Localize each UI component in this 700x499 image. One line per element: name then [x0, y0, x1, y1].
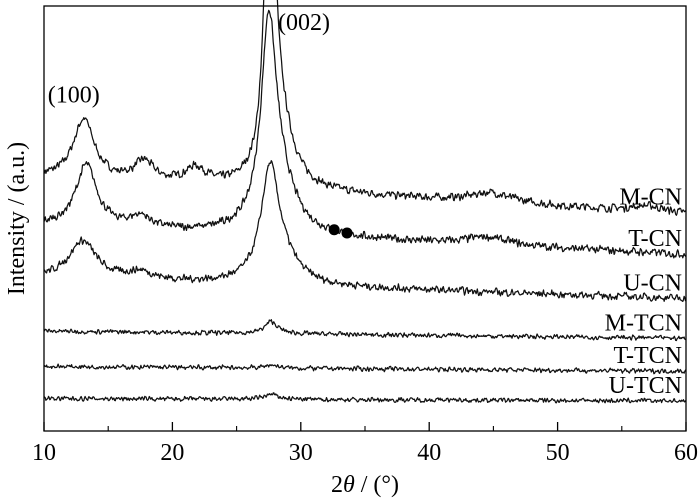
x-tick-label: 10: [32, 440, 56, 466]
x-axis-label: 2θ / (°): [331, 472, 399, 498]
x-tick-label: 50: [546, 440, 570, 466]
series-line-t-cn: [43, 9, 687, 259]
peak-label-002: (002): [278, 10, 330, 36]
series-label: M-CN: [619, 185, 682, 211]
series-label: U-TCN: [609, 373, 682, 399]
series-line-u-tcn: [43, 392, 687, 404]
series-traces: [43, 0, 687, 404]
series-line-m-cn: [43, 0, 687, 216]
series-labels: M-CN T-CN U-CN M-TCN T-TCN U-TCN: [605, 185, 682, 399]
series-line-t-tcn: [43, 363, 687, 375]
x-tick-label: 60: [674, 440, 698, 466]
x-tick-label: 20: [160, 440, 184, 466]
peak-annotations: (002) (100): [48, 10, 330, 108]
series-label: U-CN: [623, 270, 682, 296]
x-axis-label-prefix: 2: [331, 472, 343, 498]
x-tick-label: 40: [417, 440, 441, 466]
y-axis-label: Intensity / (a.u.): [4, 142, 30, 295]
x-axis-label-unit: / (°): [355, 472, 399, 498]
series-line-m-tcn: [43, 319, 687, 342]
series-label: T-CN: [628, 226, 682, 252]
series-line-u-cn: [43, 160, 687, 303]
x-tick-label: 30: [289, 440, 313, 466]
impurity-marker: [328, 224, 340, 236]
peak-label-100: (100): [48, 82, 100, 108]
impurity-marker: [341, 227, 353, 239]
impurity-markers: [328, 224, 353, 239]
series-label: T-TCN: [614, 343, 682, 369]
x-axis: 10 20 30 40 50 60: [32, 422, 698, 466]
series-label: M-TCN: [605, 310, 682, 336]
x-axis-label-theta: θ: [343, 472, 355, 498]
